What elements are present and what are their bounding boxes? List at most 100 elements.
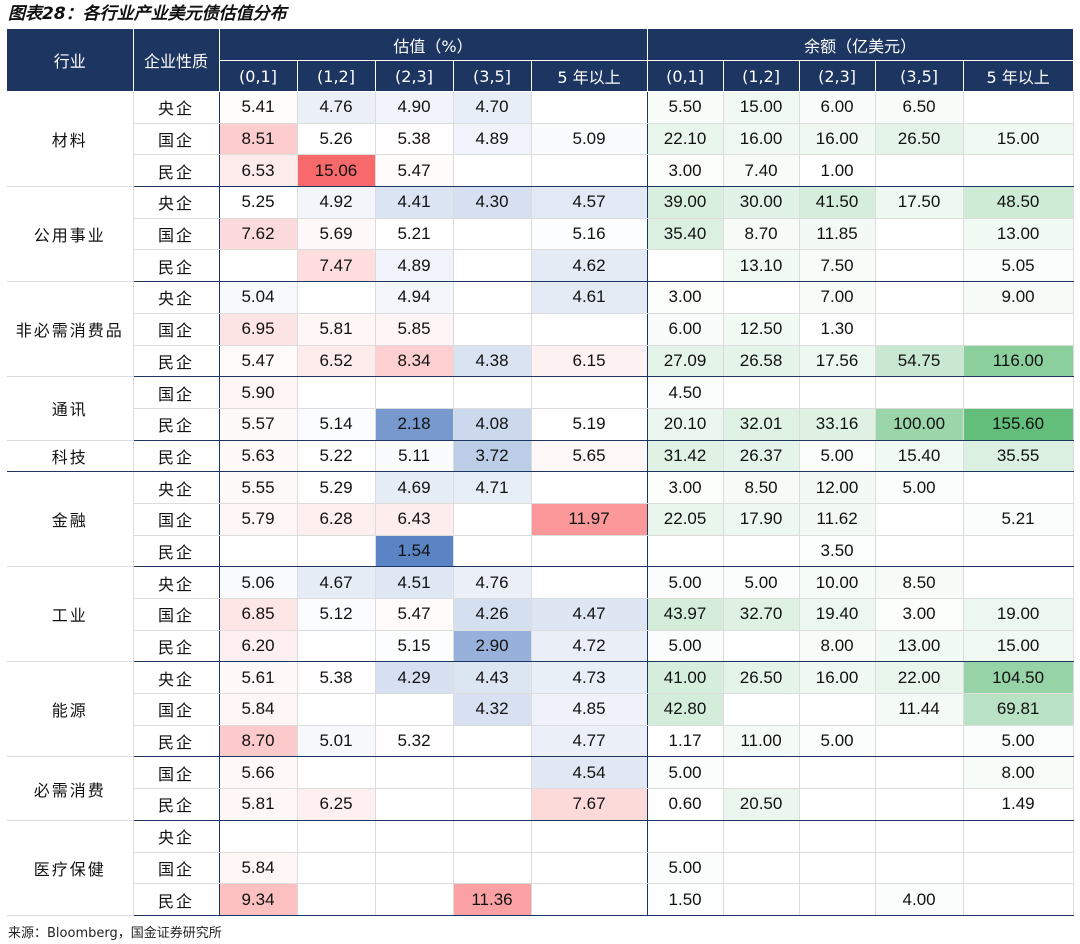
enterprise-type-cell: 国企 [133,313,220,346]
amount-cell: 16.00 [799,661,876,695]
amount-cell [963,883,1074,916]
valuation-cell: 4.73 [531,661,648,695]
valuation-cell [453,756,532,790]
table-row: 医疗保健 央企 [7,820,1074,916]
table-row: 民企 8.70 5.01 5.32 4.77 1.17 11.00 5.00 5.00 [7,725,1074,758]
valuation-cell: 4.47 [531,598,648,631]
valuation-cell [219,535,298,568]
valuation-cell: 4.94 [375,281,454,314]
valuation-cell: 8.34 [375,345,454,378]
header-type: 企业性质 [133,29,220,92]
table-row: 必需消费 国企 5.66 4.54 5.00 8.00 [7,756,1074,821]
valuation-cell [453,313,532,346]
amount-cell: 35.55 [963,440,1074,473]
amount-cell: 13.00 [963,218,1074,251]
amount-cell: 26.50 [875,123,964,156]
valuation-cell: 5.04 [219,281,298,314]
amount-cell [723,281,800,314]
valuation-cell [375,820,454,853]
table-row: 国企 7.62 5.69 5.21 5.16 35.40 8.70 11.85 13.00 [7,218,1074,251]
valuation-cell [531,313,648,346]
amount-cell: 20.50 [723,788,800,821]
amount-cell [875,249,964,283]
table-row: 金融 央企 5.55 5.29 4.69 4.71 3.00 8.50 12.00 5.00 [7,471,1074,568]
valuation-cell [453,535,532,568]
valuation-cell: 5.25 [219,186,298,219]
amount-cell [963,820,1074,853]
valuation-cell: 5.11 [375,440,454,473]
valuation-cell: 6.15 [531,345,648,378]
amount-cell: 11.00 [723,725,800,758]
amount-cell: 8.70 [723,218,800,251]
valuation-cell [297,630,376,663]
valuation-cell: 4.92 [297,186,376,219]
valuation-cell: 8.70 [219,725,298,758]
valuation-cell: 5.15 [375,630,454,663]
valuation-cell: 4.76 [453,566,532,599]
table-row: 通讯 国企 5.90 4.50 [7,376,1074,441]
industry-cell: 通讯 [7,376,134,441]
enterprise-type-cell: 国企 [133,503,220,536]
amount-cell: 10.00 [799,566,876,599]
enterprise-type-cell: 民企 [133,725,220,758]
valuation-cell: 2.18 [375,408,454,441]
valuation-cell: 6.95 [219,313,298,346]
valuation-cell: 5.65 [531,440,648,473]
amount-cell: 3.50 [799,535,876,568]
header-industry: 行业 [7,29,134,92]
amount-cell: 100.00 [875,408,964,441]
amount-cell [799,376,876,409]
valuation-cell [297,820,376,853]
enterprise-type-cell: 央企 [133,91,220,124]
enterprise-type-cell: 国企 [133,693,220,726]
table-row: 民企 5.81 6.25 7.67 0.60 20.50 1.49 [7,788,1074,821]
valuation-cell [531,154,648,188]
valuation-cell [453,154,532,188]
valuation-cell [453,852,532,885]
valuation-cell [453,249,532,283]
industry-cell: 工业 [7,566,134,663]
amount-cell [875,154,964,188]
amount-cell: 17.90 [723,503,800,536]
amount-cell: 5.05 [963,249,1074,283]
amount-cell [963,566,1074,599]
valuation-cell: 4.69 [375,471,454,504]
valuation-cell: 4.77 [531,725,648,758]
amount-cell [723,376,800,409]
amount-cell: 12.00 [799,471,876,504]
amount-cell: 11.85 [799,218,876,251]
valuation-cell: 4.54 [531,756,648,790]
valuation-cell [375,788,454,821]
valuation-cell [219,249,298,283]
amount-cell: 1.49 [963,788,1074,821]
industry-cell: 材料 [7,91,134,188]
amount-cell: 19.40 [799,598,876,631]
amount-cell [875,313,964,346]
table-row: 民企 6.20 5.15 2.90 4.72 5.00 8.00 13.00 15.00 [7,630,1074,663]
amount-cell: 26.50 [723,661,800,695]
valuation-cell: 5.79 [219,503,298,536]
amount-cell: 8.00 [799,630,876,663]
amount-cell: 1.50 [647,883,724,916]
valuation-cell: 5.47 [219,345,298,378]
valuation-cell: 6.20 [219,630,298,663]
valuation-cell: 5.55 [219,471,298,504]
amount-cell: 5.00 [723,566,800,599]
amount-cell [723,535,800,568]
amount-cell: 16.00 [799,123,876,156]
valuation-cell: 5.90 [219,376,298,409]
header-val-bucket: (0,1] [219,60,298,92]
amount-cell [875,756,964,790]
table-row: 民企 9.34 11.36 1.50 4.00 [7,883,1074,916]
valuation-cell [531,883,648,916]
amount-cell: 15.00 [963,630,1074,663]
valuation-cell: 4.32 [453,693,532,726]
enterprise-type-cell: 央企 [133,566,220,599]
enterprise-type-cell: 央企 [133,661,220,695]
amount-cell: 8.50 [875,566,964,599]
amount-cell [963,313,1074,346]
amount-cell [799,756,876,790]
amount-cell [723,693,800,726]
valuation-cell: 5.69 [297,218,376,251]
amount-cell: 11.62 [799,503,876,536]
